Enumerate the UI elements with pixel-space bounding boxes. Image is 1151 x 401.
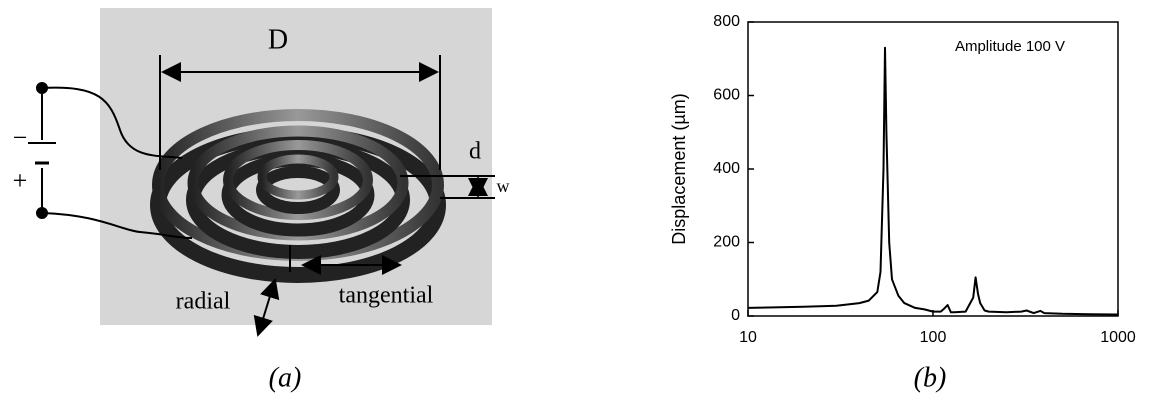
data-line <box>748 48 1118 315</box>
label-plus: + <box>13 166 28 195</box>
label-w: w <box>497 176 510 196</box>
x-tick-label: 1000 <box>1100 329 1136 346</box>
label-d: d <box>469 139 481 165</box>
label-radial: radial <box>176 289 231 315</box>
annotation: Amplitude 100 V <box>955 38 1065 55</box>
y-tick-label: 600 <box>713 87 740 104</box>
y-tick-label: 400 <box>713 160 740 177</box>
figure: D d w − + radial tangential (a) 0 200 400 6… <box>0 0 1151 401</box>
plot-frame <box>748 22 1118 316</box>
y-axis-label: Displacement (µm) <box>669 93 689 244</box>
label-minus: − <box>13 123 28 152</box>
chart: 0 200 400 600 800 10 100 1000 Amplitude 100 V Dis… <box>669 13 1136 393</box>
x-tick-label: 10 <box>739 329 757 346</box>
page: D d w − + radial tangential (a) 0 200 400 6… <box>0 0 1151 401</box>
y-tick-label: 800 <box>713 13 740 30</box>
label-tangential: tangential <box>339 283 434 309</box>
caption: (b) <box>914 362 947 393</box>
caption: (a) <box>269 362 302 393</box>
diagram: D d w − + radial tangential (a) <box>13 8 510 393</box>
x-tick-label: 100 <box>920 329 947 346</box>
spiral <box>158 115 438 275</box>
label-D: D <box>268 24 288 55</box>
y-tick-label: 0 <box>731 307 740 324</box>
y-tick-label: 200 <box>713 234 740 251</box>
